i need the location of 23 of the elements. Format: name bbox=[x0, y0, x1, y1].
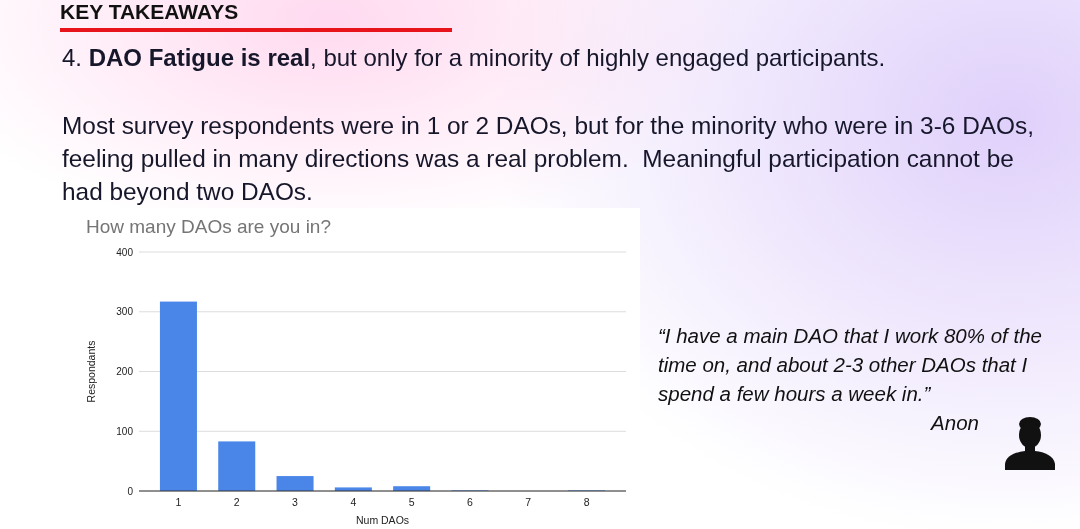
x-tick-label: 4 bbox=[350, 496, 357, 508]
text: , but only for a minority of highly engaged participants. bbox=[310, 44, 886, 71]
chart-title: How many DAOs are you in? bbox=[86, 216, 331, 237]
y-tick-label: 300 bbox=[116, 306, 134, 318]
x-tick-label: 7 bbox=[525, 496, 532, 508]
x-tick-label: 5 bbox=[408, 496, 415, 508]
y-tick-label: 200 bbox=[116, 366, 134, 377]
text: KEY TAKEAWAYS bbox=[60, 0, 239, 23]
y-tick-label: 400 bbox=[116, 246, 134, 258]
y-axis-title: Respondants bbox=[85, 340, 97, 403]
x-tick-label: 8 bbox=[583, 496, 590, 508]
text: Anon bbox=[931, 411, 979, 434]
x-tick-label: 6 bbox=[467, 496, 474, 508]
y-tick-label: 100 bbox=[116, 425, 134, 437]
text: Most survey respondents were in 1 or 2 DAOs, but for the minority who were in 3-6 DAOs, feeling pulled in many directions was a real problem. Meaningful participation cannot be had beyond two DAOs. bbox=[62, 112, 1035, 205]
x-tick-label: 1 bbox=[175, 496, 182, 508]
text: DAO Fatigue is real bbox=[88, 44, 311, 71]
text: “I have a main DAO that I work 80% of the time on, and about 2-3 other DAOs that I spend a few hours a week in.” bbox=[658, 324, 1042, 405]
x-tick-label: 3 bbox=[292, 496, 299, 508]
text: 4. bbox=[62, 44, 83, 71]
x-axis-title: Num DAOs bbox=[355, 514, 410, 526]
x-tick-label: 2 bbox=[233, 496, 240, 508]
y-tick-label: 0 bbox=[127, 485, 134, 497]
